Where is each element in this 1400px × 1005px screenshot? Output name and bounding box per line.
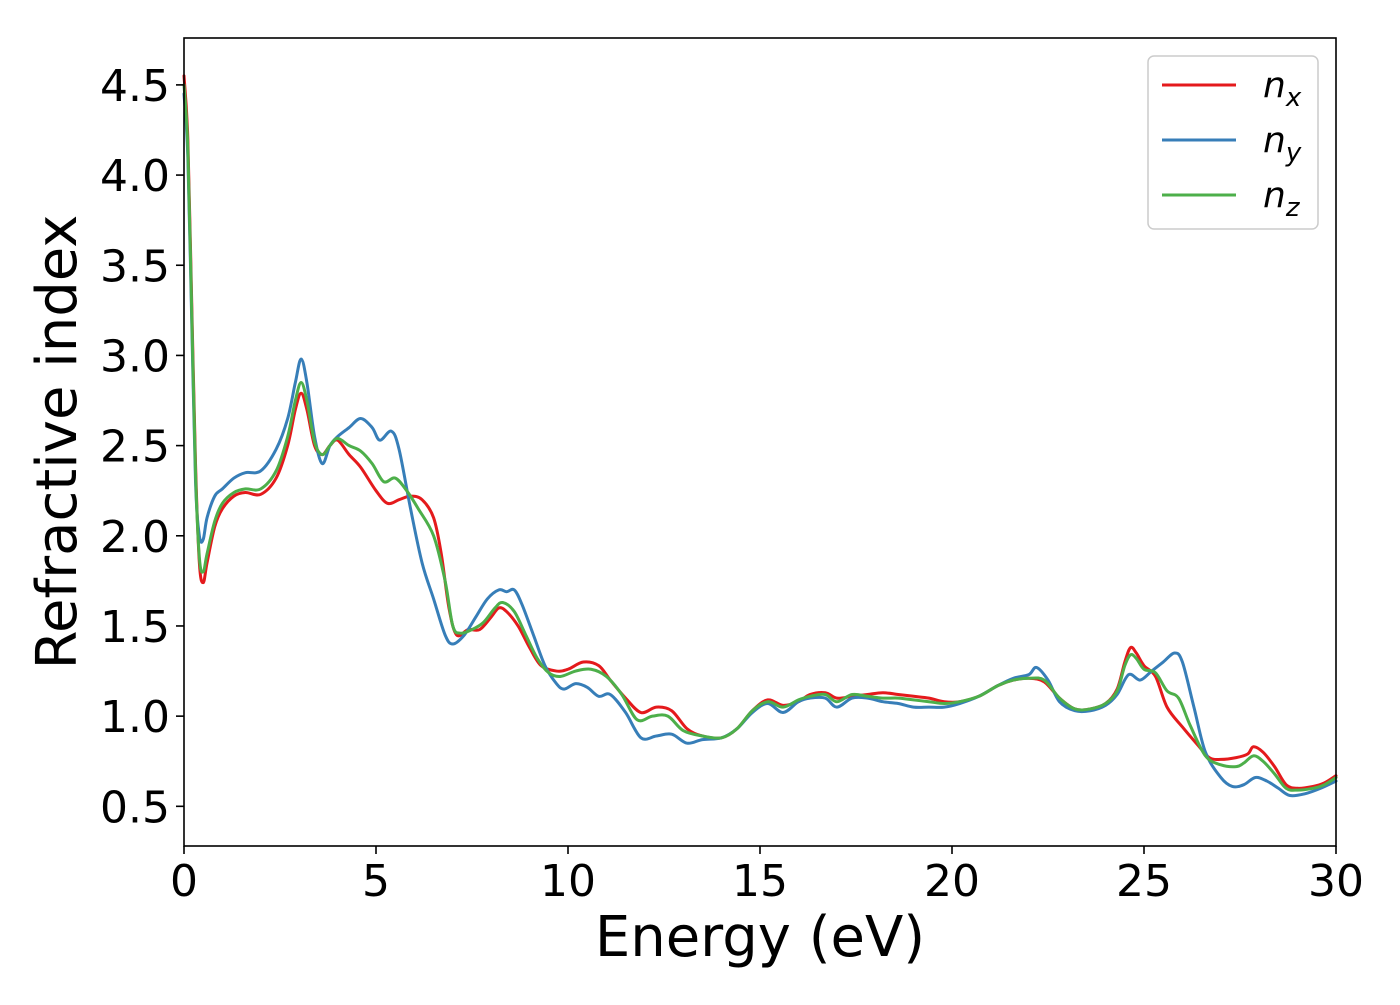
series-line-y bbox=[182, 92, 1338, 798]
x-tick-label: 5 bbox=[362, 856, 390, 907]
legend-label-x: nx bbox=[1263, 65, 1302, 113]
series-line-x bbox=[182, 74, 1338, 790]
x-tick-label: 15 bbox=[732, 856, 788, 907]
x-tick-label: 30 bbox=[1308, 856, 1364, 907]
x-axis: 0 5 10 15 20 25 30 bbox=[170, 846, 1364, 907]
y-tick-label: 4.5 bbox=[100, 61, 170, 112]
x-tick-label: 25 bbox=[1116, 856, 1172, 907]
y-axis-title: Refractive index bbox=[25, 215, 90, 670]
x-tick-label: 20 bbox=[924, 856, 980, 907]
legend: nx ny nz bbox=[1147, 55, 1319, 230]
y-axis: 0.5 1.0 1.5 2.0 2.5 3.0 3.5 4.0 4.5 bbox=[100, 61, 184, 833]
x-axis-title: Energy (eV) bbox=[595, 905, 925, 970]
legend-box bbox=[1147, 55, 1319, 230]
y-tick-label: 2.0 bbox=[100, 512, 170, 563]
y-tick-label: 2.5 bbox=[100, 422, 170, 473]
y-tick-label: 1.5 bbox=[100, 602, 170, 653]
y-tick-label: 3.5 bbox=[100, 241, 170, 292]
legend-label-y: ny bbox=[1263, 120, 1302, 168]
y-tick-label: 3.0 bbox=[100, 331, 170, 382]
legend-label-z: nz bbox=[1263, 175, 1301, 223]
series-line-z bbox=[182, 83, 1338, 792]
y-tick-label: 0.5 bbox=[100, 782, 170, 833]
y-tick-label: 4.0 bbox=[100, 151, 170, 202]
x-tick-label: 0 bbox=[170, 856, 198, 907]
series-layer bbox=[182, 74, 1338, 798]
x-tick-label: 10 bbox=[540, 856, 596, 907]
y-tick-label: 1.0 bbox=[100, 692, 170, 743]
